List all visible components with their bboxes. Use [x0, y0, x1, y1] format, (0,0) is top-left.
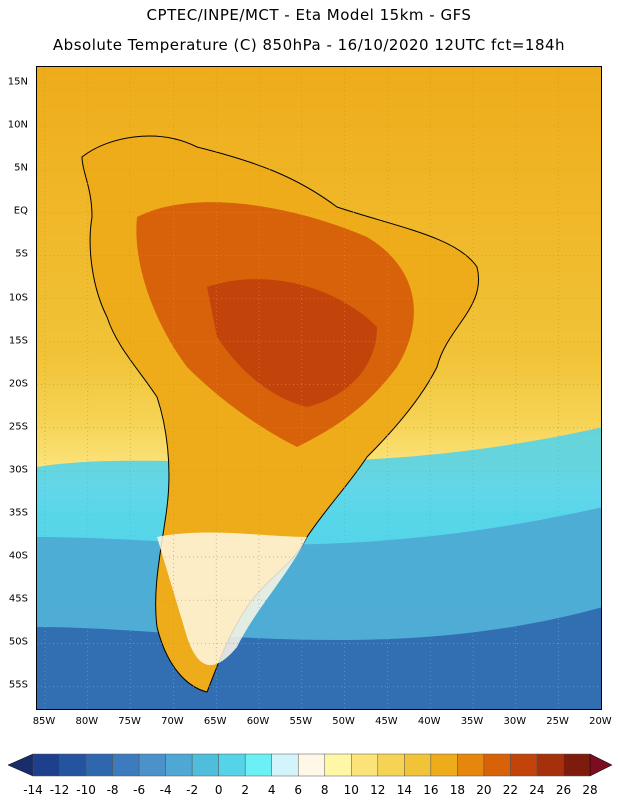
colorbar-tick-label: 8 [320, 783, 329, 797]
lat-label: 35S [8, 507, 28, 519]
lon-label: 45W [375, 716, 398, 727]
colorbar-swatch [297, 753, 326, 777]
colorbar-swatch [112, 753, 140, 777]
lat-label: 15S [8, 335, 28, 347]
colorbar-swatch [457, 753, 485, 777]
colorbar-swatch [430, 753, 458, 777]
lat-label: 30S [8, 464, 28, 476]
lon-label: 20W [589, 716, 612, 727]
colorbar-swatch [483, 753, 511, 777]
colorbar-tick-label: 20 [476, 783, 492, 797]
lat-label: 10S [8, 292, 28, 303]
lon-label: 55W [289, 716, 313, 727]
colorbar-tick-label: 4 [267, 783, 276, 797]
colorbar-tick-label: -12 [49, 783, 70, 797]
lon-label: 30W [503, 716, 527, 727]
lon-label: 60W [246, 716, 270, 727]
lon-label: 70W [161, 716, 184, 727]
colorbar-tick-label: 24 [529, 783, 545, 797]
colorbar-swatch [377, 753, 405, 777]
lat-label: 25S [8, 421, 28, 433]
colorbar-swatch [563, 753, 591, 777]
lat-label: 40S [8, 550, 28, 562]
colorbar-tick-label: 0 [214, 783, 223, 797]
temperature-field [37, 67, 601, 709]
colorbar-tick-label: 14 [396, 783, 412, 797]
lon-label: 85W [32, 716, 56, 727]
colorbar-swatch [32, 753, 60, 777]
lon-label: 40W [417, 716, 441, 727]
lat-label: 15N [7, 76, 28, 88]
map-panel[interactable] [36, 66, 602, 710]
colorbar-swatch [536, 753, 564, 777]
lat-label: EQ [13, 205, 28, 217]
colorbar-swatch [85, 753, 113, 777]
colorbar-swatch [351, 753, 379, 777]
colorbar-tick-label: 18 [449, 783, 466, 797]
lat-label: 50S [8, 636, 28, 648]
colorbar-tick-label: 6 [294, 783, 303, 797]
colorbar-tick-label: -6 [133, 783, 146, 797]
title-line-2: Absolute Temperature (C) 850hPa - 16/10/… [52, 36, 566, 54]
colorbar-under-arrow [7, 753, 34, 777]
southern-cone-cool [157, 532, 307, 666]
colorbar-swatch [271, 753, 299, 777]
colorbar-swatch [165, 753, 193, 777]
colorbar-swatch [324, 753, 352, 777]
colorbar-swatch [218, 753, 246, 777]
lon-label: 80W [75, 716, 99, 727]
colorbar-swatch [138, 753, 166, 777]
lon-label: 25W [546, 716, 569, 727]
lat-label: 5N [14, 162, 28, 174]
lon-label: 65W [203, 716, 227, 727]
colorbar-tick-label: -2 [186, 783, 199, 797]
lat-label: 5S [15, 248, 28, 260]
colorbar-tick-label: 12 [370, 783, 386, 797]
hottest-core-region [207, 279, 377, 407]
lat-label: 55S [8, 679, 28, 691]
colorbar-swatch [191, 753, 219, 777]
lat-label: 45S [8, 593, 28, 605]
title-line-1: CPTEC/INPE/MCT - Eta Model 15km - GFS [146, 6, 472, 24]
colorbar-over-arrow [589, 753, 613, 777]
lon-label: 50W [332, 716, 355, 727]
colorbar-tick-label: -4 [159, 783, 172, 797]
colorbar-tick-label: -14 [23, 783, 43, 797]
colorbar-tick-label: 10 [343, 783, 359, 797]
graticule [37, 67, 601, 709]
colorbar-swatch [404, 753, 432, 777]
colorbar-swatch [59, 753, 87, 777]
lon-label: 75W [118, 716, 141, 727]
lat-label: 20S [8, 378, 28, 390]
colorbar-tick-label: -8 [106, 783, 119, 797]
colorbar [7, 753, 613, 777]
colorbar-swatch [244, 753, 272, 777]
colorbar-tick-label: -10 [76, 783, 96, 797]
coldest-band [37, 607, 601, 709]
colorbar-tick-label: 26 [555, 783, 572, 797]
colorbar-tick-label: 22 [502, 783, 519, 797]
colorbar-swatch [510, 753, 538, 777]
colorbar-tick-label: 16 [423, 783, 439, 797]
colorbar-tick-label: 28 [582, 783, 598, 797]
colorbar-tick-label: 2 [241, 783, 250, 797]
lon-label: 35W [460, 716, 484, 727]
lat-label: 10N [7, 119, 28, 131]
